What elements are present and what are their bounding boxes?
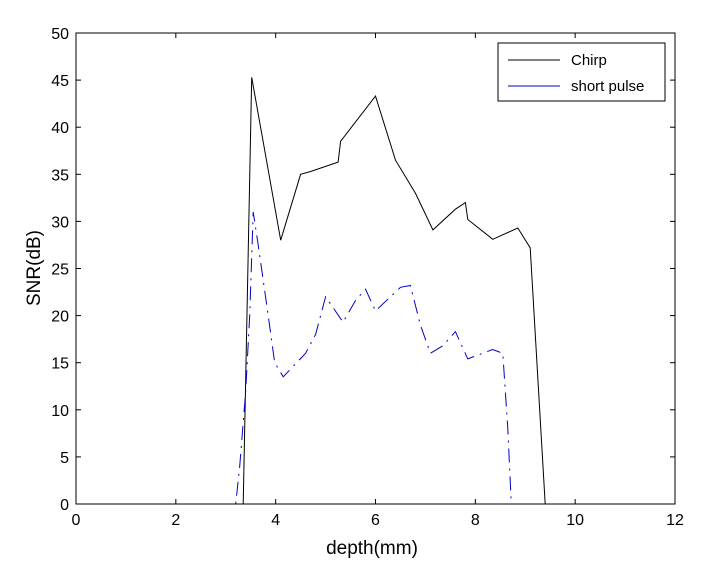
y-tick-label-6: 30 [51, 214, 69, 231]
y-tick-label-3: 15 [51, 356, 69, 373]
y-tick-label-4: 20 [51, 309, 69, 326]
y-tick-label-5: 25 [51, 262, 69, 279]
plot-area [76, 33, 675, 504]
y-axis-title: SNR(dB) [24, 230, 45, 306]
y-tick-label-0: 0 [60, 497, 69, 514]
tick-layer: 0 2 4 6 8 10 12 0 5 10 15 20 25 30 35 40 45 50 [51, 26, 684, 529]
legend: Chirp short pulse [497, 42, 666, 102]
y-tick-label-10: 50 [51, 26, 69, 43]
y-tick-label-8: 40 [51, 120, 69, 137]
x-tick-label-3: 6 [371, 512, 380, 529]
x-tick-label-2: 4 [271, 512, 280, 529]
x-tick-label-6: 12 [666, 512, 684, 529]
x-tick-label-5: 10 [566, 512, 584, 529]
x-tick-label-0: 0 [72, 512, 81, 529]
series-line-0 [76, 77, 675, 505]
x-tick-label-1: 2 [171, 512, 180, 529]
y-tick-label-1: 5 [60, 450, 69, 467]
x-axis-title: depth(mm) [326, 538, 418, 559]
y-tick-label-2: 10 [51, 403, 69, 420]
x-tick-label-4: 8 [471, 512, 480, 529]
series-line-1 [76, 211, 675, 505]
series-layer [76, 77, 675, 505]
y-tick-label-9: 45 [51, 73, 69, 90]
legend-box [497, 42, 666, 102]
legend-label-short-pulse: short pulse [571, 78, 644, 95]
y-tick-label-7: 35 [51, 167, 69, 184]
legend-label-chirp: Chirp [571, 52, 607, 69]
